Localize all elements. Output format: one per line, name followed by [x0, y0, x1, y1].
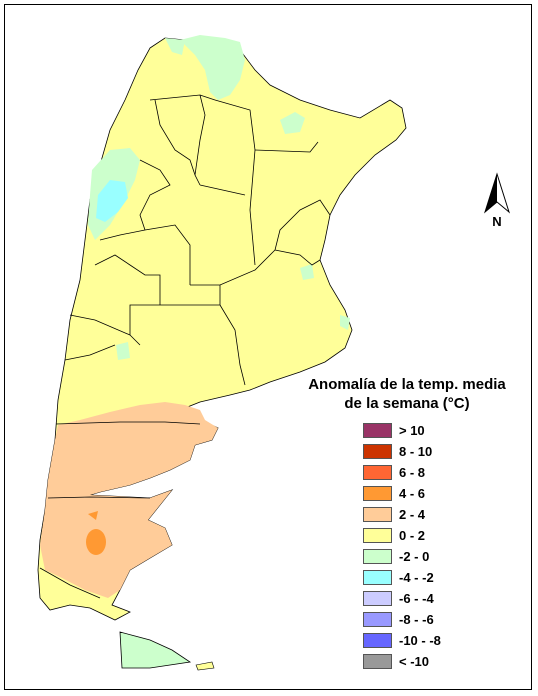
- legend-title: Anomalía de la temp. media de la semana …: [296, 375, 518, 413]
- legend-swatch: [363, 611, 392, 627]
- region-m2-0-northwest: [165, 38, 185, 55]
- north-arrow: N: [482, 172, 512, 232]
- legend-items: > 10 8 - 10 6 - 8 4 - 6 2 - 4 0 - 2 -2 - 0 -4 -…: [363, 421, 518, 670]
- region-m2-0-small1: [300, 264, 314, 280]
- region-2-4: [40, 402, 218, 598]
- legend-item: -6 - -4: [363, 589, 518, 607]
- region-m2-0-small2: [116, 342, 130, 360]
- legend-item: 0 - 2: [363, 526, 518, 544]
- region-m2-0-north: [180, 35, 245, 100]
- legend-swatch: [363, 506, 392, 522]
- legend-swatch: [363, 569, 392, 585]
- legend: Anomalía de la temp. media de la semana …: [296, 375, 518, 673]
- legend-swatch: [363, 422, 392, 438]
- legend-swatch: [363, 464, 392, 480]
- legend-swatch: [363, 548, 392, 564]
- region-m2-0-east: [280, 112, 305, 134]
- region-4-6: [86, 529, 106, 555]
- region-m4-m2: [96, 180, 128, 222]
- province-borders: [39, 94, 331, 599]
- map-frame: [4, 4, 532, 690]
- islands: [195, 661, 215, 671]
- legend-item: 6 - 8: [363, 463, 518, 481]
- legend-label: -2 - 0: [399, 548, 430, 564]
- legend-item: -8 - -6: [363, 610, 518, 628]
- legend-item: 8 - 10: [363, 442, 518, 460]
- region-m2-0-tdf: [119, 631, 192, 669]
- legend-item: -10 - -8: [363, 631, 518, 649]
- legend-swatch: [363, 527, 392, 543]
- legend-label: -4 - -2: [399, 569, 434, 585]
- legend-swatch: [363, 590, 392, 606]
- legend-label: > 10: [399, 422, 425, 438]
- legend-swatch: [363, 485, 392, 501]
- legend-swatch: [363, 653, 392, 669]
- legend-label: 4 - 6: [399, 485, 426, 501]
- legend-label: -10 - -8: [399, 632, 441, 648]
- legend-item: < -10: [363, 652, 518, 670]
- legend-label: 6 - 8: [399, 464, 426, 480]
- legend-title-line2: de la semana (°C): [344, 395, 470, 412]
- legend-title-line1: Anomalía de la temp. media: [308, 376, 506, 393]
- north-label: N: [492, 214, 502, 229]
- legend-swatch: [363, 632, 392, 648]
- region-4-6-small: [88, 511, 98, 520]
- legend-swatch: [363, 443, 392, 459]
- legend-label: -8 - -6: [399, 611, 434, 627]
- region-m2-0-small3: [340, 315, 350, 330]
- legend-item: -4 - -2: [363, 568, 518, 586]
- legend-item: 2 - 4: [363, 505, 518, 523]
- legend-label: 0 - 2: [399, 527, 426, 543]
- legend-label: < -10: [399, 653, 429, 669]
- legend-label: 8 - 10: [399, 443, 433, 459]
- legend-item: -2 - 0: [363, 547, 518, 565]
- north-arrow-icon: [484, 172, 510, 214]
- legend-label: 2 - 4: [399, 506, 426, 522]
- legend-item: 4 - 6: [363, 484, 518, 502]
- legend-item: > 10: [363, 421, 518, 439]
- legend-label: -6 - -4: [399, 590, 434, 606]
